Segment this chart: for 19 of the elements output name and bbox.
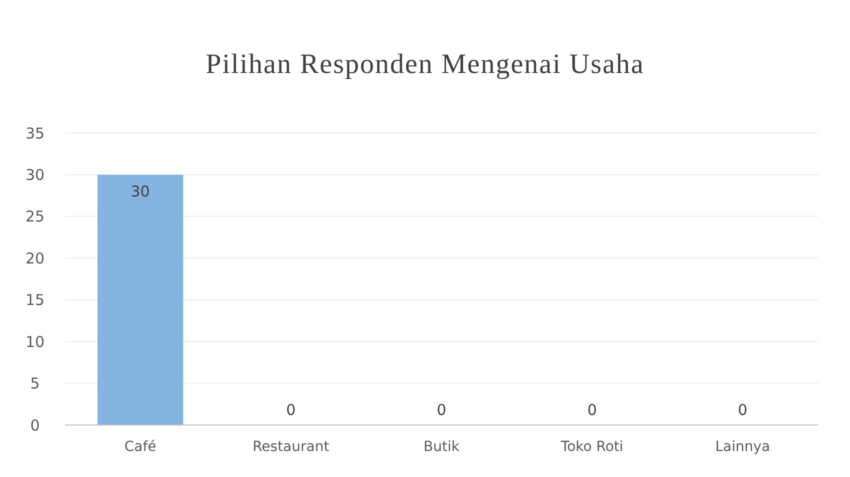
x-tick-label: Butik	[424, 439, 460, 455]
x-tick-label: Restaurant	[252, 439, 330, 455]
x-tick-label: Toko Roti	[560, 439, 624, 455]
data-label: 0	[436, 401, 446, 419]
chart-title: Pilihan Responden Mengenai Usaha	[206, 49, 644, 80]
data-label: 30	[130, 182, 150, 201]
y-tick-label: 0	[30, 416, 40, 434]
y-tick-label: 30	[25, 166, 45, 184]
y-tick-label: 10	[25, 332, 45, 351]
data-label: 0	[587, 401, 597, 419]
y-tick-label: 15	[25, 291, 45, 310]
x-tick-label: Lainnya	[715, 439, 770, 455]
y-tick-label: 25	[25, 208, 45, 226]
y-tick-label: 20	[25, 249, 45, 268]
data-label: 0	[738, 401, 748, 419]
y-tick-label: 35	[25, 124, 45, 142]
x-tick-label: Café	[124, 439, 156, 455]
y-tick-label: 5	[30, 374, 40, 393]
data-label: 0	[286, 401, 296, 419]
